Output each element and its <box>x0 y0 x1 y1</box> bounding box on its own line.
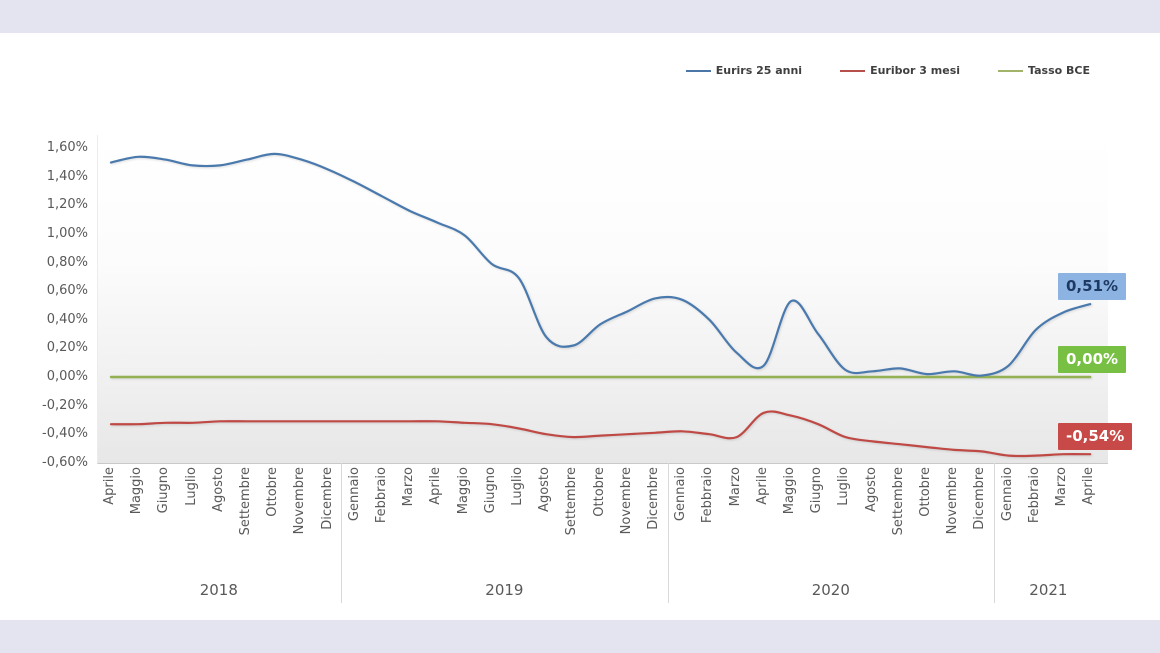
x-axis-year-label: 2021 <box>1029 581 1068 599</box>
x-axis-month-label: Giugno <box>809 467 825 514</box>
x-axis-month-label: Maggio <box>782 467 797 515</box>
x-axis-month-label: Ottobre <box>918 467 933 517</box>
x-axis-month-label: Marzo <box>727 467 743 507</box>
legend-item-eurirs: Eurirs 25 anni <box>685 64 803 77</box>
top-frame-band <box>0 0 1160 33</box>
x-axis-month-label: Giugno <box>156 467 172 514</box>
x-axis-month-label: Settembre <box>564 467 580 536</box>
x-axis-month-label: Settembre <box>238 467 253 536</box>
y-axis-tick-label: 1,00% <box>46 226 88 241</box>
x-axis-month-label: Dicembre <box>319 467 335 530</box>
series-end-label: 0,51% <box>1058 273 1127 301</box>
x-axis-month-label: Marzo <box>1054 467 1069 507</box>
x-axis-year-label: 2018 <box>199 581 238 599</box>
x-axis-month-label: Ottobre <box>591 467 607 517</box>
series-line-euribor-3-mesi <box>109 410 1092 458</box>
x-axis-month-label: Aprile <box>754 467 770 505</box>
y-axis-tick-label: 0,00% <box>46 369 88 384</box>
year-separator-line <box>667 463 669 603</box>
year-separator-line <box>994 463 995 603</box>
y-axis-tick-label: 0,40% <box>46 311 88 327</box>
legend-item-euribor: Euribor 3 mesi <box>840 64 960 77</box>
y-axis-tick-label: 1,60% <box>46 140 88 156</box>
y-axis-tick-label: 0,60% <box>46 283 88 299</box>
x-axis-month-label: Novembre <box>292 467 308 535</box>
series-line-eurirs-25-anni <box>109 152 1092 377</box>
y-axis-tick-label: -0,40% <box>42 426 88 442</box>
x-axis-month-label: Febbraio <box>700 467 716 524</box>
series-end-label: 0,00% <box>1058 346 1127 373</box>
x-axis-month-label: Ottobre <box>265 467 281 517</box>
x-axis-month-label: Novembre <box>945 467 961 535</box>
x-axis-month-label: Luglio <box>836 467 852 506</box>
legend-item-tasso-bce: Tasso BCE <box>998 64 1090 77</box>
x-axis-month-label: Dicembre <box>646 467 661 530</box>
x-axis-month-label: Maggio <box>455 467 471 515</box>
bottom-frame-band <box>0 620 1160 653</box>
x-axis-month-label: Gennaio <box>999 467 1015 522</box>
x-axis-month-label: Agosto <box>210 467 226 512</box>
x-axis-month-label: Novembre <box>618 467 634 535</box>
x-axis-month-label: Aprile <box>1081 467 1097 505</box>
x-axis-month-label: Gennaio <box>346 467 362 522</box>
x-axis-month-label: Agosto <box>863 467 879 512</box>
x-axis-year-label: 2020 <box>811 581 850 599</box>
x-axis-month-label: Febbraio <box>374 467 389 524</box>
eurirs-line-swatch-icon <box>685 69 711 72</box>
year-separator-line <box>341 463 343 603</box>
plot-area <box>97 135 1108 464</box>
x-axis-month-label: Maggio <box>129 467 145 515</box>
y-axis-tick-label: 0,80% <box>46 254 88 270</box>
x-axis-month-label: Luglio <box>510 467 525 506</box>
x-axis-year-label: 2019 <box>485 581 524 599</box>
x-axis-month-label: Giugno <box>482 467 498 514</box>
y-axis-tick-label: 1,20% <box>46 197 88 213</box>
x-axis-month-label: Agosto <box>537 467 553 512</box>
legend-label: Tasso BCE <box>1028 64 1090 77</box>
x-axis-month-label: Marzo <box>401 467 417 507</box>
tasso-bce-line-swatch-icon <box>998 69 1024 72</box>
x-axis-month-label: Settembre <box>890 467 906 536</box>
y-axis-tick-label: 1,40% <box>46 168 88 184</box>
x-axis-month-label: Febbraio <box>1026 467 1042 524</box>
y-axis-tick-label: 0,20% <box>46 340 88 356</box>
legend: Eurirs 25 anni Euribor 3 mesi Tasso BCE <box>685 64 1090 77</box>
x-axis-month-label: Dicembre <box>972 467 988 530</box>
euribor-line-swatch-icon <box>840 69 866 72</box>
chart-svg <box>109 152 1092 458</box>
x-axis-month-label: Gennaio <box>673 467 689 522</box>
y-axis-tick-label: -0,20% <box>42 397 88 413</box>
series-end-label: -0,54% <box>1058 423 1133 451</box>
legend-label: Eurirs 25 anni <box>715 64 803 77</box>
x-axis-month-label: Luglio <box>183 467 199 506</box>
x-axis-month-label: Aprile <box>428 467 444 505</box>
x-axis-month-label: Aprile <box>102 467 117 505</box>
legend-label: Euribor 3 mesi <box>870 64 961 77</box>
y-axis-tick-label: -0,60% <box>42 454 88 470</box>
